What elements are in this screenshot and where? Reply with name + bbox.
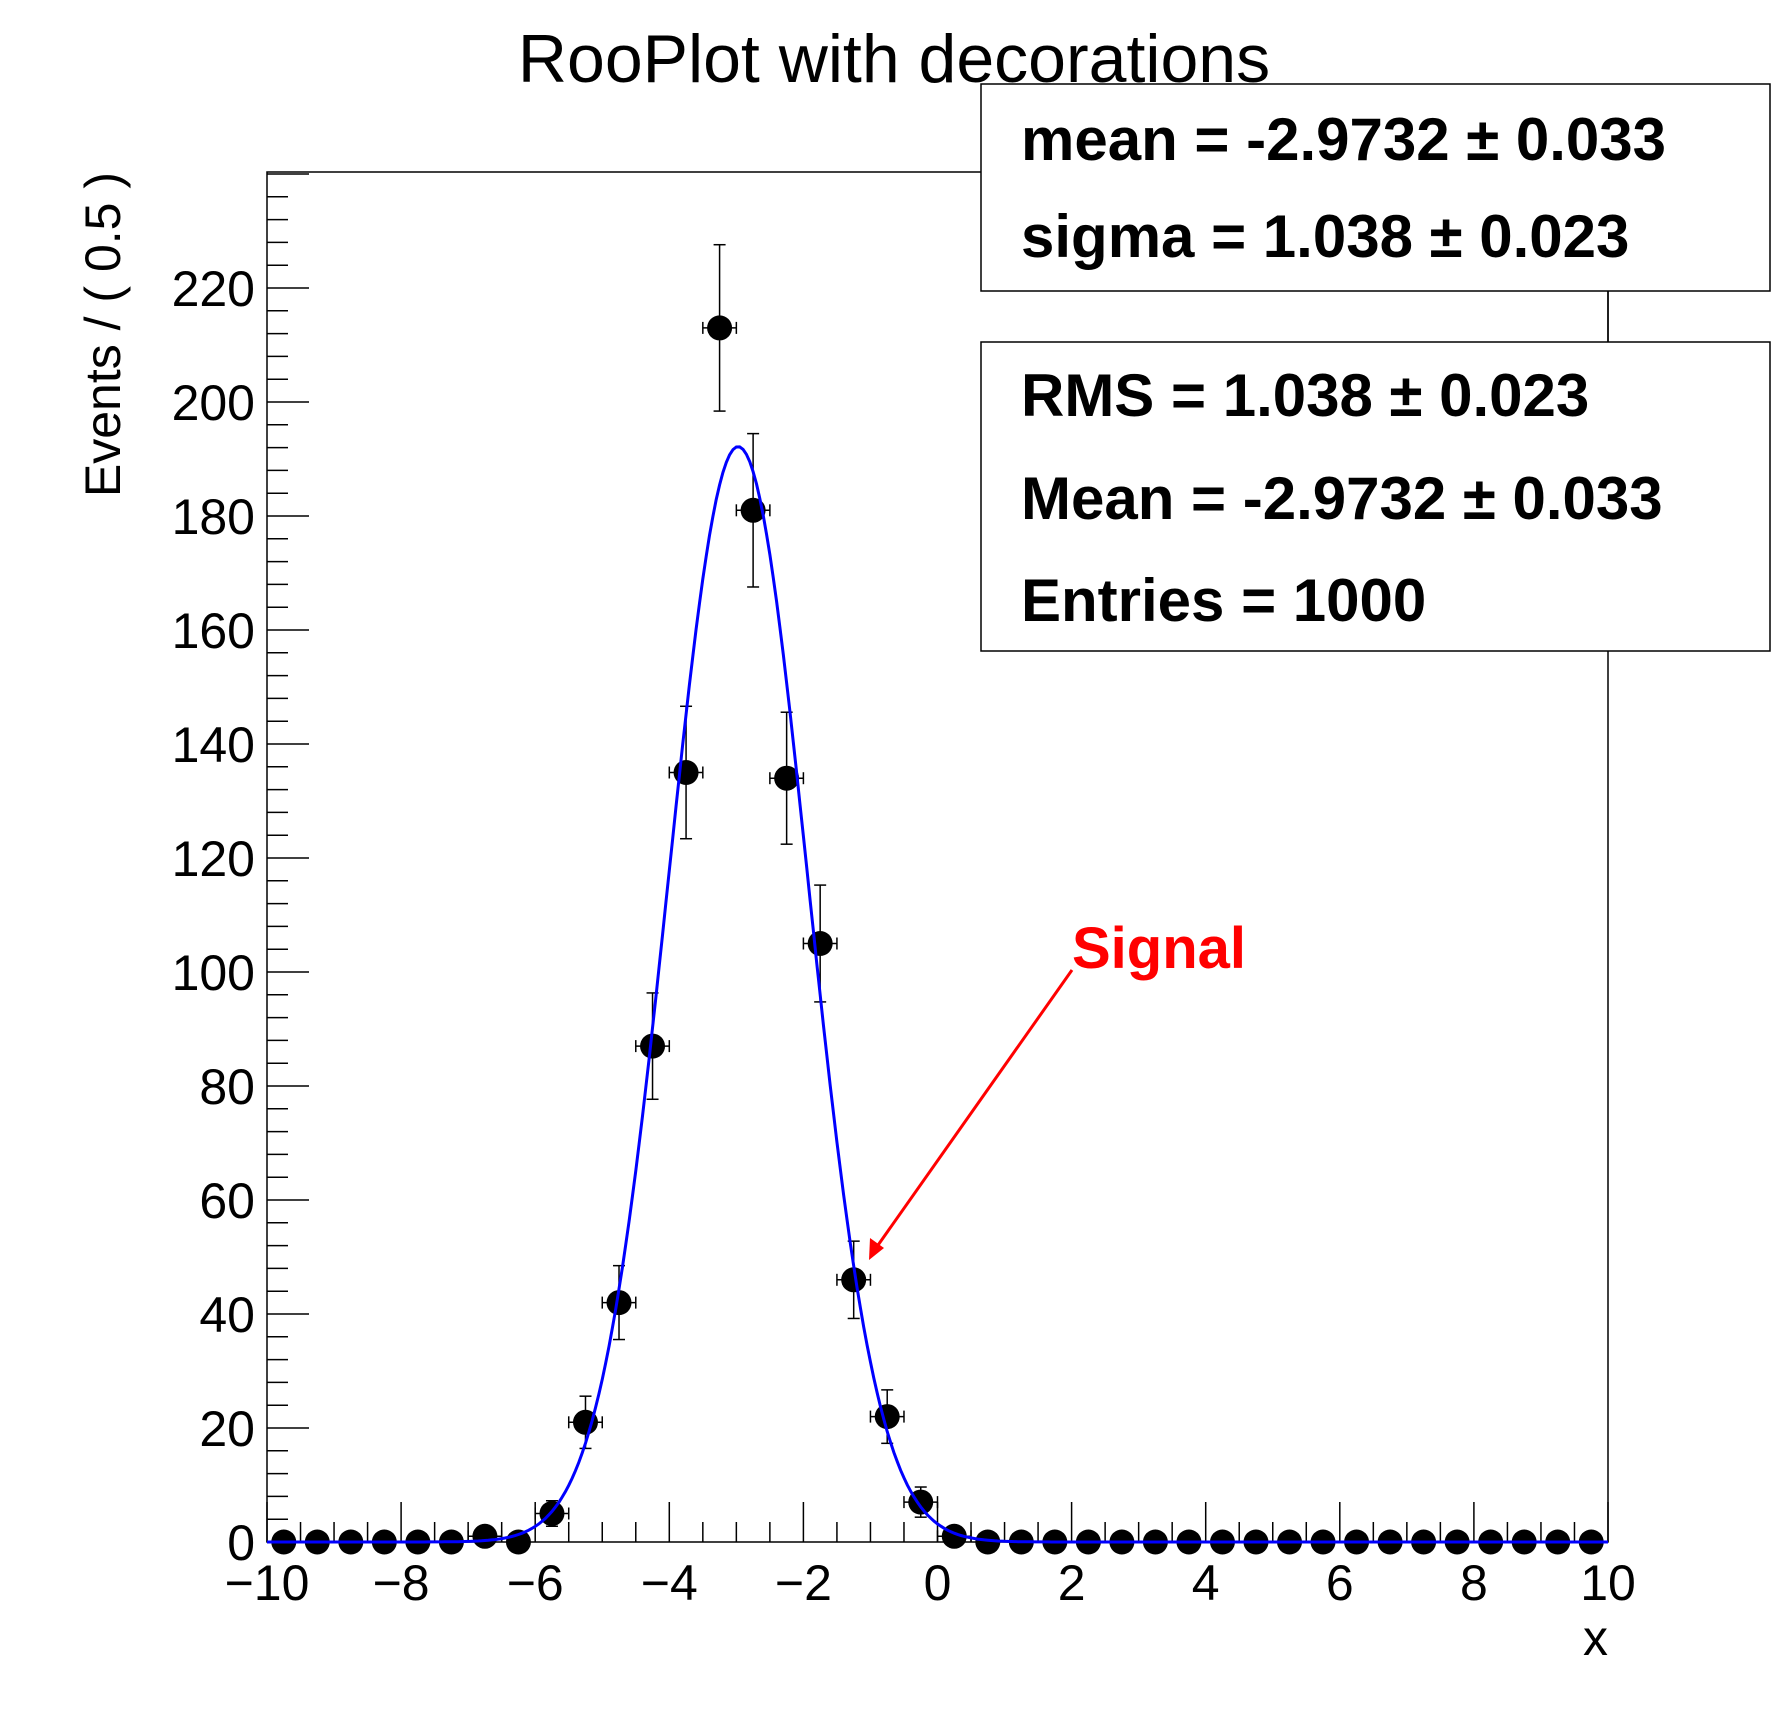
fit-sigma-label: sigma = 1.038 ± 0.023 (1021, 203, 1629, 270)
x-tick-label: −6 (507, 1555, 564, 1611)
y-axis-tick-labels: 0 20 40 60 80 100 120 140 160 180 200 220 (172, 261, 255, 1571)
x-tick-label: 10 (1580, 1555, 1636, 1611)
y-tick-label: 200 (172, 375, 255, 431)
rms-label: RMS = 1.038 ± 0.023 (1021, 362, 1589, 429)
x-axis-title: x (1583, 1610, 1608, 1666)
mean-label: Mean = -2.9732 ± 0.033 (1021, 465, 1663, 532)
signal-arrow-line (874, 969, 1074, 1249)
y-tick-label: 80 (199, 1059, 255, 1115)
x-tick-label: −4 (641, 1555, 698, 1611)
data-point (903, 1486, 939, 1518)
x-tick-label: 2 (1058, 1555, 1086, 1611)
x-tick-label: 8 (1460, 1555, 1488, 1611)
entries-label: Entries = 1000 (1021, 567, 1426, 634)
signal-annotation: Signal (869, 916, 1246, 1260)
y-tick-label: 160 (172, 603, 255, 659)
x-axis-ticks (266, 1502, 1609, 1542)
y-tick-label: 220 (172, 261, 255, 317)
x-tick-label: 0 (924, 1555, 952, 1611)
data-points (271, 243, 1604, 1555)
gaussian-fit-curve (267, 445, 1608, 1544)
fit-mean-label: mean = -2.9732 ± 0.033 (1021, 106, 1666, 173)
data-point (567, 1395, 603, 1450)
data-point (702, 243, 738, 412)
y-tick-label: 120 (172, 831, 255, 887)
x-axis-tick-labels: −10 −8 −6 −4 −2 0 2 4 6 8 10 (225, 1555, 1636, 1611)
y-tick-label: 0 (227, 1515, 255, 1571)
x-tick-label: −8 (373, 1555, 430, 1611)
x-tick-label: 6 (1326, 1555, 1354, 1611)
y-tick-label: 40 (199, 1287, 255, 1343)
y-tick-label: 20 (199, 1401, 255, 1457)
y-tick-label: 180 (172, 489, 255, 545)
data-point (601, 1264, 637, 1341)
y-tick-label: 60 (199, 1173, 255, 1229)
data-point (975, 1529, 1001, 1555)
histogram-stats-box: RMS = 1.038 ± 0.023 Mean = -2.9732 ± 0.0… (980, 341, 1771, 652)
data-point (735, 432, 771, 588)
y-tick-label: 100 (172, 945, 255, 1001)
x-tick-label: 4 (1192, 1555, 1220, 1611)
signal-label: Signal (1072, 916, 1246, 981)
data-point (635, 992, 671, 1101)
data-point (769, 711, 805, 845)
x-tick-label: −10 (225, 1555, 310, 1611)
fit-parameters-box: mean = -2.9732 ± 0.033 sigma = 1.038 ± 0… (980, 83, 1771, 342)
y-tick-label: 140 (172, 717, 255, 773)
signal-arrow-head-icon (869, 1238, 884, 1260)
x-tick-label: −2 (775, 1555, 832, 1611)
y-axis-title: Events / ( 0.5 ) (75, 172, 131, 497)
data-point (836, 1240, 872, 1320)
data-point (467, 1523, 503, 1549)
y-axis-ticks (267, 173, 309, 1543)
